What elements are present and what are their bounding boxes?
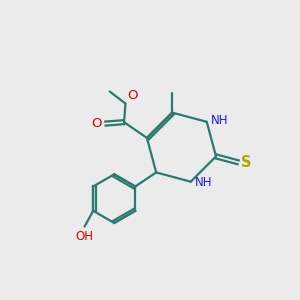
Text: OH: OH <box>75 230 93 243</box>
Text: NH: NH <box>211 115 228 128</box>
Text: O: O <box>127 89 137 102</box>
Text: O: O <box>92 117 102 130</box>
Text: NH: NH <box>194 176 212 189</box>
Text: S: S <box>241 155 251 170</box>
